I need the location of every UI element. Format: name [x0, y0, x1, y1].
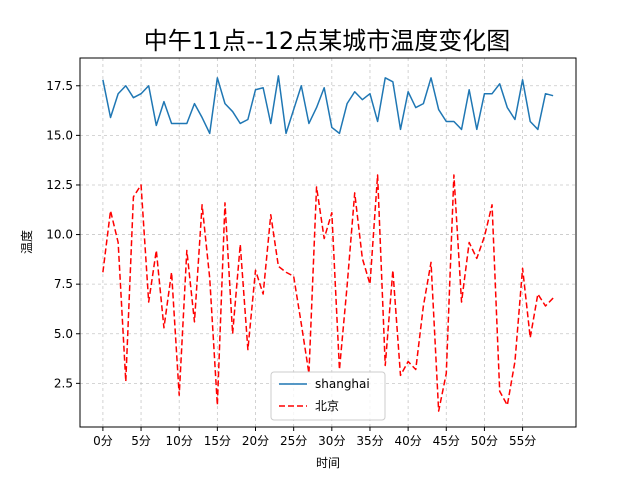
y-tick-label: 12.5	[46, 178, 73, 192]
legend-label: shanghai	[315, 377, 370, 391]
x-tick-label: 45分	[433, 434, 460, 448]
x-tick-label: 25分	[280, 434, 307, 448]
y-tick-label: 7.5	[54, 277, 73, 291]
legend: shanghai 北京	[270, 371, 386, 421]
x-tick-label: 5分	[131, 434, 151, 448]
x-tick-label: 0分	[93, 434, 113, 448]
x-tick-label: 55分	[509, 434, 536, 448]
x-tick-label: 15分	[204, 434, 231, 448]
x-tick-label: 20分	[242, 434, 269, 448]
series-layer	[102, 75, 554, 412]
y-tick-label: 2.5	[54, 376, 73, 390]
series-line	[102, 174, 554, 412]
x-axis-label: 时间	[316, 456, 340, 470]
x-tick-label: 35分	[356, 434, 383, 448]
x-tick-label: 50分	[471, 434, 498, 448]
y-axis-label: 温度	[19, 230, 34, 254]
x-tick-label: 30分	[318, 434, 345, 448]
y-axis: 2.5 5.0 7.5 10.0 12.5 15.0 17.5	[46, 79, 80, 390]
plot-frame	[79, 57, 577, 428]
y-tick-label: 15.0	[46, 128, 73, 142]
grid-lines	[80, 58, 576, 427]
x-axis: 0分 5分 10分 15分 20分 25分 30分 35分 40分 45分 50分 55分	[93, 427, 536, 448]
y-tick-label: 10.0	[46, 228, 73, 242]
y-tick-label: 5.0	[54, 327, 73, 341]
x-tick-label: 10分	[166, 434, 193, 448]
series-line	[102, 75, 554, 135]
chart-title: 中午11点--12点某城市温度变化图	[144, 27, 510, 55]
y-tick-label: 17.5	[46, 79, 73, 93]
x-tick-label: 40分	[394, 434, 421, 448]
legend-label: 北京	[315, 399, 339, 413]
